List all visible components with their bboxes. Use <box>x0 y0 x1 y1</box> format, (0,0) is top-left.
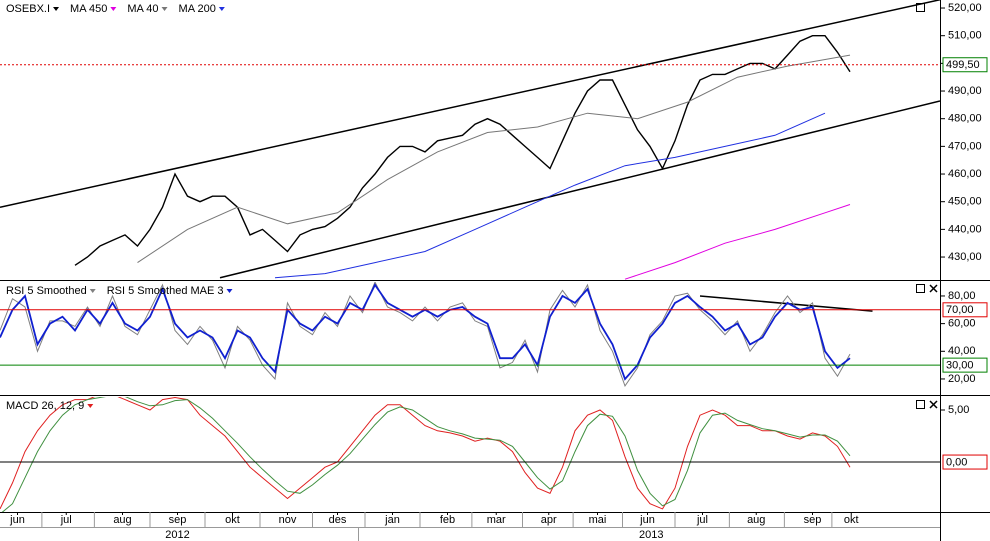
legend-entry: MA 200 <box>179 3 216 15</box>
x-tick-label: apr <box>541 514 557 526</box>
legend-dropdown <box>87 404 94 408</box>
level-label: 70,00 <box>946 304 974 316</box>
x-tick-label: aug <box>747 514 765 526</box>
legend-dropdown <box>89 289 96 293</box>
series-line <box>74 35 851 266</box>
y-tick-label: 480,00 <box>948 113 982 125</box>
level-label-box <box>942 302 988 318</box>
x-tick-label: sep <box>169 514 187 526</box>
legend-entry: MA 450 <box>70 3 107 15</box>
level-label-box <box>942 454 988 470</box>
close-icon[interactable] <box>929 400 938 409</box>
year-label: 2013 <box>639 529 663 541</box>
legend-dropdown <box>161 7 168 11</box>
level-label: 0,00 <box>946 456 967 468</box>
x-tick-label: okt <box>844 514 859 526</box>
y-tick-label: 5,00 <box>948 404 969 416</box>
legend-dropdown <box>218 7 225 11</box>
y-tick-label: 470,00 <box>948 140 982 152</box>
trendline <box>0 0 940 208</box>
y-tick-label: 20,00 <box>948 373 976 385</box>
trendline <box>219 100 940 279</box>
y-tick-label: 430,00 <box>948 251 982 263</box>
x-tick-label: feb <box>440 514 455 526</box>
x-tick-label: jun <box>639 514 655 526</box>
series-line <box>0 397 851 510</box>
y-tick-label: 80,00 <box>948 290 976 302</box>
panel-icons <box>916 3 938 409</box>
maximize-icon[interactable] <box>916 400 925 409</box>
y-tick-label: 450,00 <box>948 196 982 208</box>
series-line <box>137 54 851 264</box>
x-tick-label: mar <box>487 514 506 526</box>
y-tick-label: 60,00 <box>948 318 976 330</box>
y-tick-label: 440,00 <box>948 223 982 235</box>
y-tick-label: 510,00 <box>948 30 982 42</box>
series-line <box>1 397 851 512</box>
y-tick-label: 460,00 <box>948 168 982 180</box>
close-icon[interactable] <box>929 284 938 293</box>
level-label-box <box>942 57 988 73</box>
x-tick-label: des <box>329 514 347 526</box>
legend-dropdown <box>110 7 117 11</box>
series-line <box>624 204 851 280</box>
legend-entry: RSI 5 Smoothed MAE 3 <box>107 285 224 297</box>
legend-entry: MACD 26, 12, 9 <box>6 400 84 412</box>
x-tick-label: jul <box>60 514 72 526</box>
legend-entry: MA 40 <box>127 3 158 15</box>
x-tick-label: mai <box>589 514 607 526</box>
legend-dropdown <box>53 7 60 11</box>
y-tick-label: 490,00 <box>948 85 982 97</box>
y-tick-label: 40,00 <box>948 345 976 357</box>
x-tick-label: sep <box>804 514 822 526</box>
series-line <box>274 112 826 279</box>
x-tick-label: jan <box>384 514 400 526</box>
x-tick-label: jul <box>696 514 708 526</box>
x-tick-label: aug <box>113 514 131 526</box>
y-tick-label: 520,00 <box>948 2 982 14</box>
x-tick-label: okt <box>225 514 240 526</box>
level-label: 30,00 <box>946 360 974 372</box>
x-tick-label: nov <box>279 514 297 526</box>
plot-area <box>0 0 940 280</box>
legend-dropdown <box>226 289 233 293</box>
level-label-box <box>942 357 988 373</box>
legend-entry: OSEBX.I <box>6 3 50 15</box>
year-label: 2012 <box>165 529 189 541</box>
plot-area <box>0 397 851 512</box>
x-tick-label: jun <box>9 514 25 526</box>
level-label: 499,50 <box>946 59 980 71</box>
maximize-icon[interactable] <box>916 284 925 293</box>
legend-entry: RSI 5 Smoothed <box>6 285 87 297</box>
